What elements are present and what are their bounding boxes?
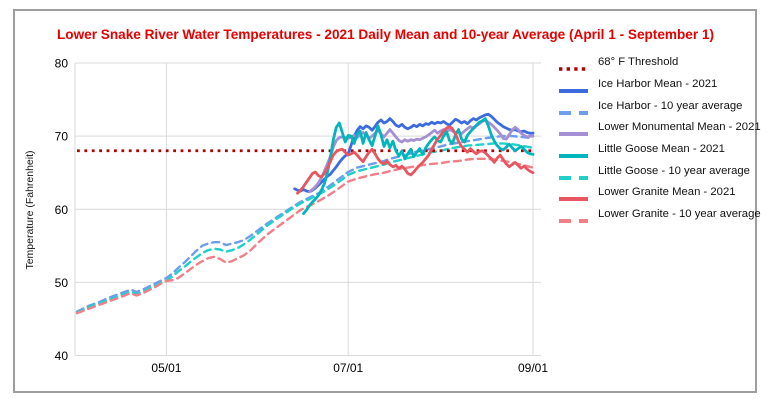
legend-item-lower-granite-mean: Lower Granite Mean - 2021 xyxy=(558,186,758,202)
legend-item-ice-harbor-10yr: Ice Harbor - 10 year average xyxy=(558,99,758,115)
chart-title: Lower Snake River Water Temperatures - 2… xyxy=(56,27,715,42)
little-goose-mean-swatch xyxy=(558,146,589,158)
chart-legend: 68° F Threshold Ice Harbor Mean - 2021 I… xyxy=(558,56,761,230)
legend-label: Lower Monumental Mean - 2021 xyxy=(598,121,761,134)
legend-item-ice-harbor-mean: Ice Harbor Mean - 2021 xyxy=(558,77,758,93)
svg-text:60: 60 xyxy=(55,203,69,217)
legend-item-threshold: 68° F Threshold xyxy=(558,56,758,71)
lower-granite-mean-swatch xyxy=(558,189,589,202)
svg-text:50: 50 xyxy=(55,276,69,290)
svg-text:07/01: 07/01 xyxy=(333,361,363,375)
svg-text:80: 80 xyxy=(55,57,69,71)
lower-monumental-mean-swatch xyxy=(558,124,589,137)
legend-label: Little Goose Mean - 2021 xyxy=(598,142,725,155)
ice-harbor-mean-swatch xyxy=(558,81,589,93)
legend-label: Little Goose - 10 year average xyxy=(598,164,750,177)
legend-item-lower-monumental-mean: Lower Monumental Mean - 2021 xyxy=(558,121,761,137)
legend-label: Ice Harbor Mean - 2021 xyxy=(598,77,718,90)
svg-text:09/01: 09/01 xyxy=(518,361,548,375)
little-goose-10yr-swatch xyxy=(558,168,589,180)
legend-label: 68° F Threshold xyxy=(598,56,679,69)
legend-item-little-goose-mean: Little Goose Mean - 2021 xyxy=(558,142,758,158)
threshold-line-swatch xyxy=(558,59,589,71)
legend-label: Ice Harbor - 10 year average xyxy=(598,99,743,112)
legend-label: Lower Granite Mean - 2021 xyxy=(598,186,736,199)
ice-harbor-10yr-swatch xyxy=(558,103,589,115)
legend-label: Lower Granite - 10 year average xyxy=(598,207,761,220)
legend-item-little-goose-10yr: Little Goose - 10 year average xyxy=(558,164,758,180)
svg-text:05/01: 05/01 xyxy=(151,361,181,375)
svg-text:70: 70 xyxy=(55,130,69,144)
lower-granite-10yr-swatch xyxy=(558,211,589,223)
svg-text:40: 40 xyxy=(55,349,69,363)
legend-item-lower-granite-10yr: Lower Granite - 10 year average xyxy=(558,207,761,223)
